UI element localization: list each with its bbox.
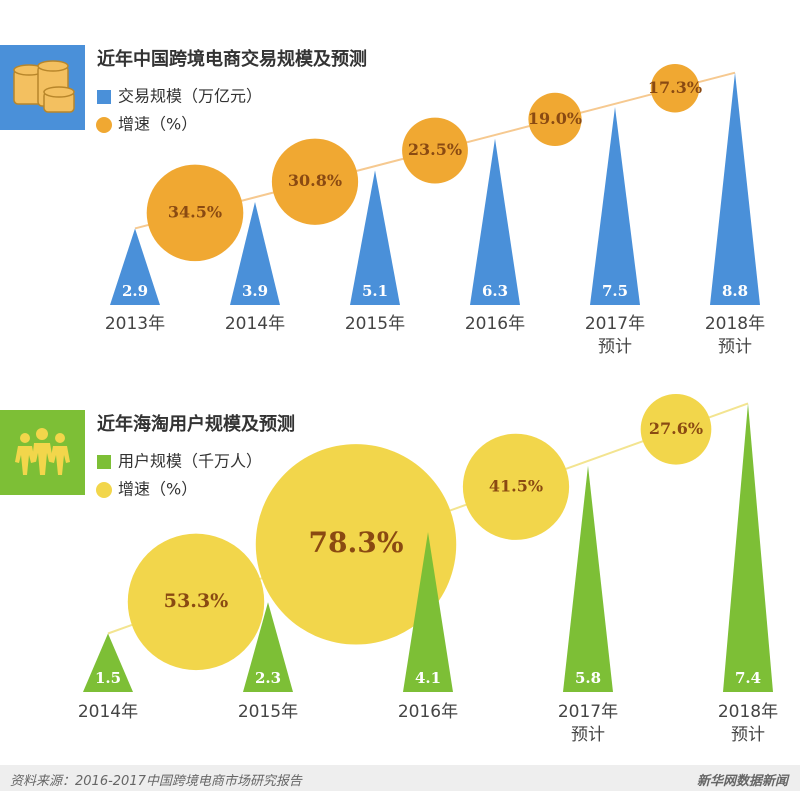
x-tick-label: 2014年 [224,314,286,334]
triangle-bar [350,170,400,305]
legend-swatch [97,90,111,104]
x-tick-label: 2016年 [464,314,526,334]
bubble-label: 53.3% [164,589,229,612]
bubble-label: 41.5% [489,476,543,495]
bubble-label: 78.3% [309,526,404,559]
chart-title: 近年海淘用户规模及预测 [97,413,295,435]
source: 资料来源：2016-2017中国跨境电商市场研究报告 [10,774,302,789]
bubble-label: 30.8% [288,171,342,190]
value-label: 3.9 [242,282,268,300]
bubble-label: 17.3% [648,78,702,97]
bubble [528,92,582,147]
legend-label: 增速（%） [118,115,197,134]
x-tick-label: 2015年 [237,702,299,722]
legend-swatch [96,117,112,133]
triangle-bar [110,228,160,305]
x-tick-label: 2017年 预计 [584,314,646,357]
triangle-bar [230,202,280,305]
value-label: 2.9 [122,282,148,300]
value-label: 2.3 [255,669,281,687]
x-tick-label: 2013年 [104,314,166,334]
bubble [462,433,570,540]
value-label: 5.1 [362,282,388,300]
x-tick-label: 2016年 [397,702,459,722]
brand: 新华网数据新闻 [696,774,788,789]
value-label: 5.8 [575,669,601,687]
bubble-label: 34.5% [168,202,222,221]
bubble [146,164,244,262]
x-tick-label: 2018年 预计 [704,314,766,357]
people-icon [15,428,70,475]
legend-swatch [97,455,111,469]
bubble-label: 27.6% [649,419,703,438]
triangle-bar [243,602,293,692]
value-label: 4.1 [415,669,441,687]
bubble-label: 23.5% [408,140,462,159]
bubble [255,444,457,645]
legend-swatch [96,482,112,498]
x-tick-label: 2014年 [77,702,139,722]
x-tick-label: 2017年 预计 [557,702,619,745]
x-tick-label: 2015年 [344,314,406,334]
triangle-bar [83,633,133,692]
bubble [650,64,700,113]
legend-label: 交易规模（万亿元） [118,87,262,106]
bubble [271,138,359,225]
bubble [402,117,468,184]
chart-title: 近年中国跨境电商交易规模及预测 [97,48,367,70]
triangle-bar [563,465,613,692]
triangle-bar [710,72,760,306]
value-label: 1.5 [95,669,121,687]
legend-label: 用户规模（千万人） [118,452,262,471]
triangle-bar [590,107,640,305]
triangle-bar [723,403,773,692]
legend-label: 增速（%） [118,480,197,499]
footer: 资料来源：2016-2017中国跨境电商市场研究报告 新华网数据新闻 [0,765,800,791]
triangle-bar [403,532,453,692]
bubble-label: 19.0% [528,109,582,128]
bubble [127,533,265,671]
x-tick-label: 2018年 预计 [717,702,779,745]
value-label: 7.5 [602,282,628,300]
value-label: 7.4 [735,669,761,687]
triangle-bar [470,138,520,305]
value-label: 8.8 [722,282,748,300]
bubble [640,393,712,465]
value-label: 6.3 [482,282,508,300]
coins-icon [13,60,75,113]
